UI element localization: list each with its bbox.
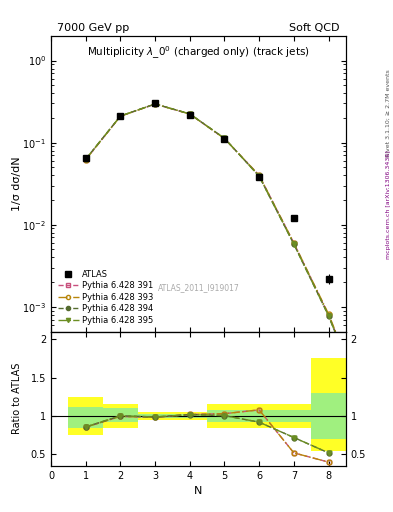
Bar — [311, 393, 346, 439]
Bar — [138, 412, 207, 420]
Bar — [103, 404, 138, 428]
Bar — [68, 397, 103, 435]
Y-axis label: Ratio to ATLAS: Ratio to ATLAS — [12, 363, 22, 434]
Bar — [68, 407, 103, 428]
Text: Soft QCD: Soft QCD — [290, 23, 340, 33]
Legend: ATLAS, Pythia 6.428 391, Pythia 6.428 393, Pythia 6.428 394, Pythia 6.428 395: ATLAS, Pythia 6.428 391, Pythia 6.428 39… — [55, 267, 156, 327]
X-axis label: N: N — [194, 486, 203, 496]
Bar — [138, 414, 207, 418]
Bar — [207, 410, 311, 422]
Text: Rivet 3.1.10; ≥ 2.7M events: Rivet 3.1.10; ≥ 2.7M events — [386, 69, 391, 157]
Bar — [311, 358, 346, 451]
Text: ATLAS_2011_I919017: ATLAS_2011_I919017 — [158, 283, 239, 292]
Text: mcplots.cern.ch [arXiv:1306.3436]: mcplots.cern.ch [arXiv:1306.3436] — [386, 151, 391, 259]
Bar — [103, 409, 138, 422]
Text: Multiplicity $\lambda\_0^0$ (charged only) (track jets): Multiplicity $\lambda\_0^0$ (charged onl… — [87, 45, 310, 61]
Y-axis label: 1/σ dσ/dN: 1/σ dσ/dN — [12, 156, 22, 211]
Bar — [207, 404, 311, 428]
Text: 7000 GeV pp: 7000 GeV pp — [57, 23, 129, 33]
